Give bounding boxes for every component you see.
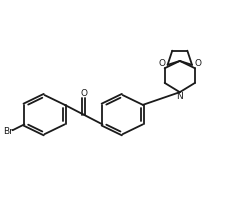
Text: O: O — [194, 59, 201, 68]
Text: Br: Br — [4, 127, 13, 136]
Text: O: O — [158, 59, 165, 68]
Text: N: N — [177, 92, 183, 101]
Text: O: O — [80, 89, 87, 98]
